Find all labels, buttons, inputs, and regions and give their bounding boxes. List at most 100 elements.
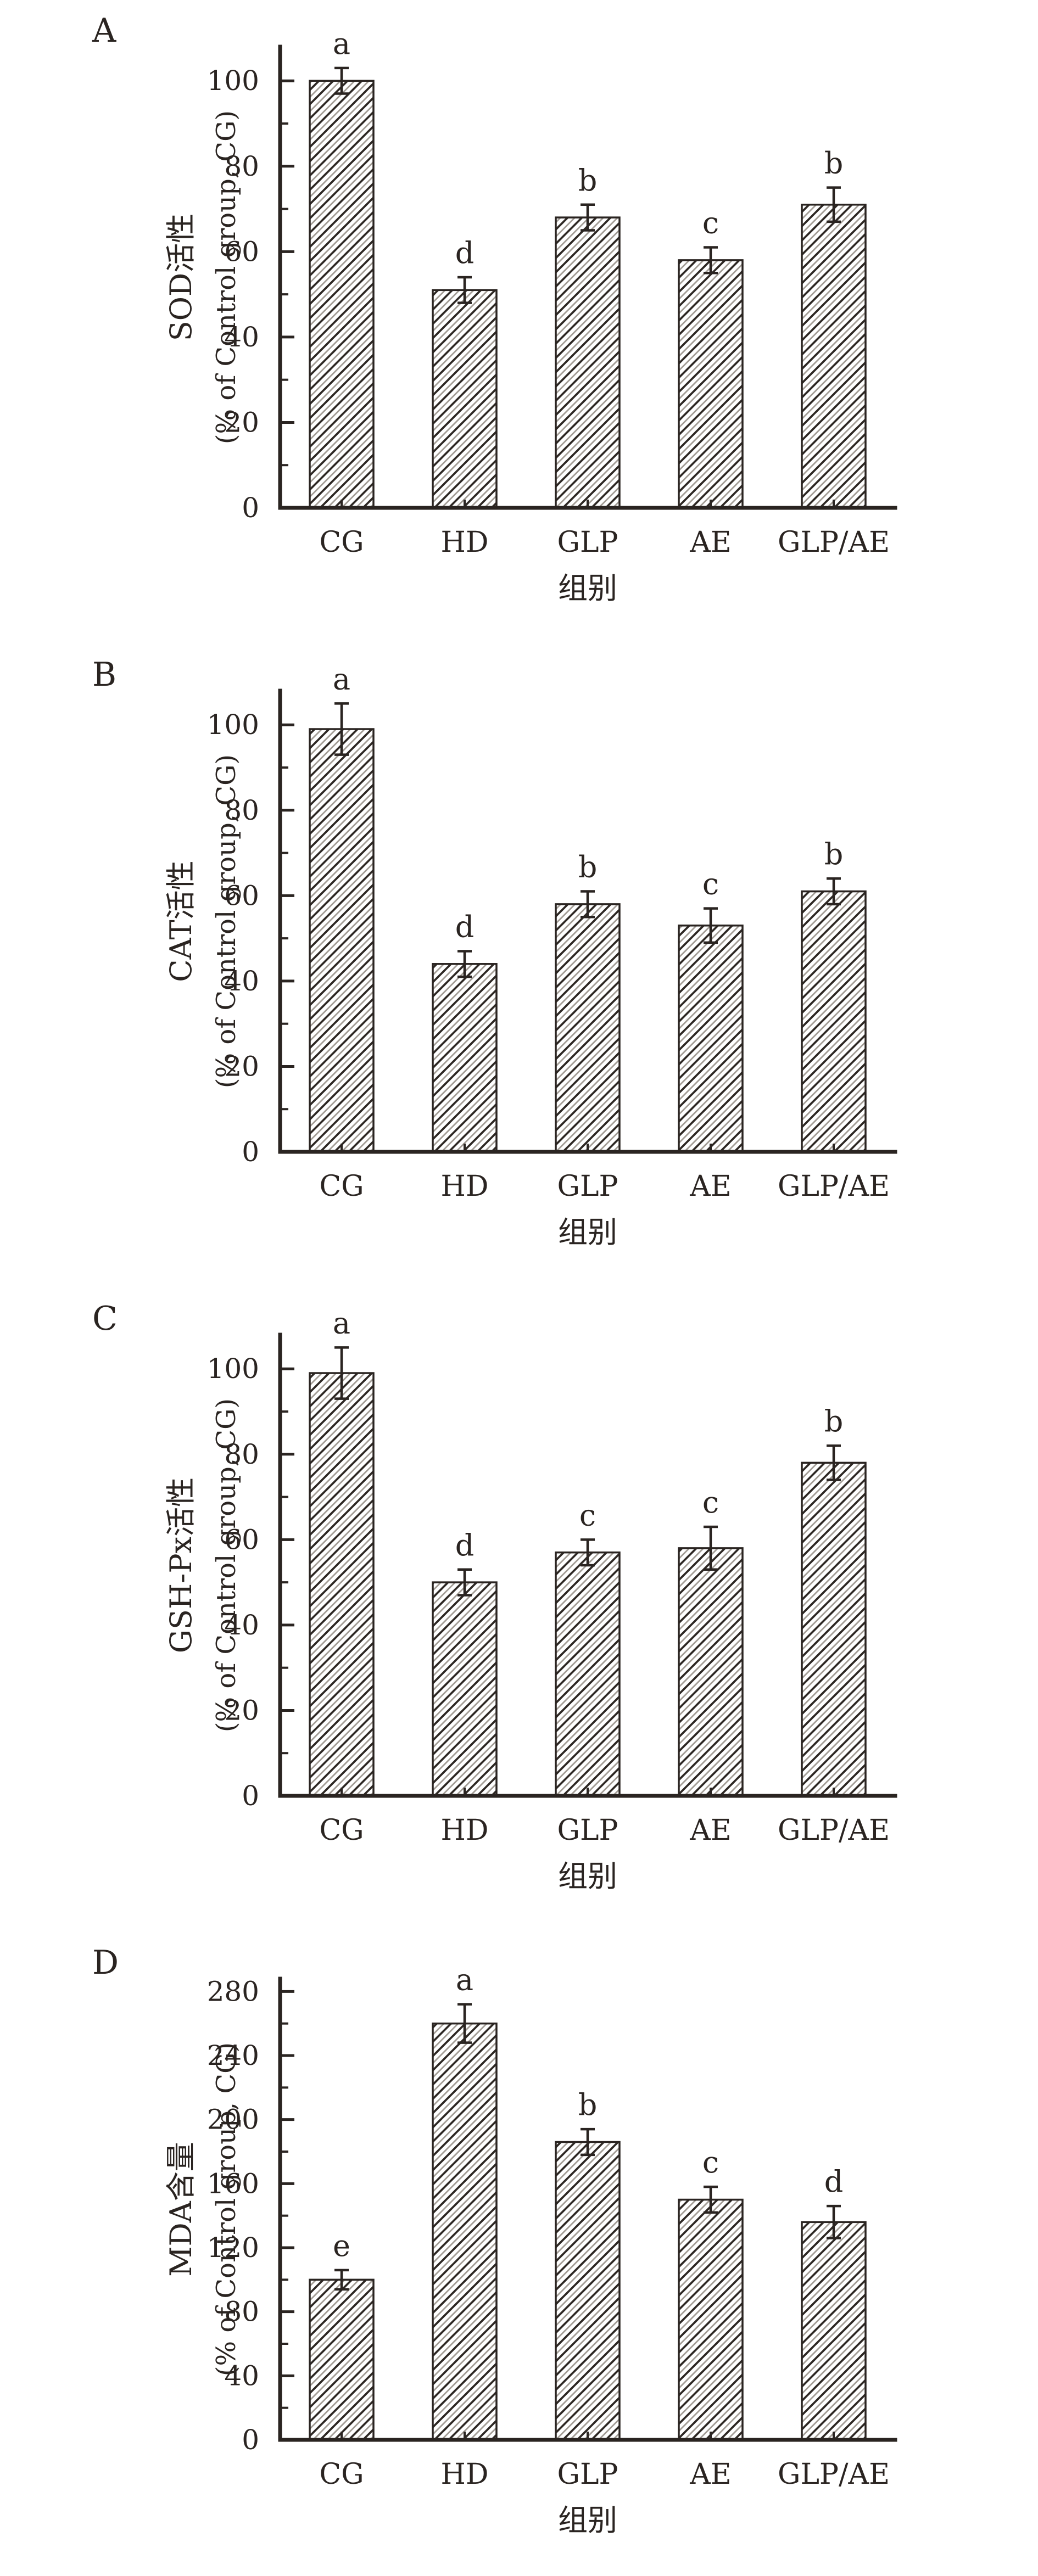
sig-letter-HD: d bbox=[455, 1528, 475, 1563]
bar-HD bbox=[432, 963, 498, 1153]
panel-a-chart: SOD活性 (% of Control group, CG) 0 20 40 60 80 10… bbox=[164, 26, 897, 606]
y-tick-label: 0 bbox=[242, 1136, 259, 1168]
error-bar-HD bbox=[457, 276, 472, 304]
y-tick-label: 80 bbox=[224, 2296, 259, 2328]
sig-letter-GLP/AE: b bbox=[824, 1404, 844, 1438]
error-bar-GLP/AE bbox=[827, 1444, 841, 1481]
y-axis-title-main: CAT活性 bbox=[164, 860, 198, 982]
sig-letter-AE: c bbox=[702, 867, 719, 901]
bar-GLP bbox=[555, 1551, 621, 1797]
panel-d: D MDA含量 (% of Control group, CG) 0 40 80 120 1… bbox=[0, 1932, 1038, 2576]
x-category-label-HD: HD bbox=[440, 1170, 488, 1203]
sig-letter-AE: c bbox=[702, 2145, 719, 2180]
x-axis-title: 组别 bbox=[558, 1215, 617, 1250]
sig-letter-HD: d bbox=[455, 909, 475, 944]
panel-c: C GSH-Px活性 (% of Control group, CG) 0 20 40 6… bbox=[0, 1288, 1038, 1932]
x-axis-title: 组别 bbox=[558, 571, 617, 606]
sig-letter-GLP: c bbox=[579, 1498, 596, 1532]
x-category-label-AE: AE bbox=[689, 526, 732, 559]
x-category-label-GLP: GLP bbox=[557, 1814, 618, 1847]
x-category-label-GLP: GLP bbox=[557, 526, 618, 559]
error-bar-CG bbox=[334, 1346, 349, 1400]
y-tick-label: 20 bbox=[224, 1694, 259, 1726]
x-category-label-GLP/AE: GLP/AE bbox=[778, 1170, 890, 1203]
y-tick-label: 120 bbox=[207, 2232, 259, 2264]
y-axis-title-sub: (% of Control group, CG) bbox=[211, 2042, 242, 2376]
bar-GLP/AE bbox=[801, 204, 867, 509]
error-bar-CG bbox=[334, 66, 349, 95]
axes bbox=[278, 1332, 897, 1798]
sig-letter-GLP/AE: b bbox=[824, 837, 844, 871]
y-tick-label: 20 bbox=[224, 406, 259, 438]
x-category-label-GLP: GLP bbox=[557, 2458, 618, 2491]
x-category-label-GLP: GLP bbox=[557, 1170, 618, 1203]
bar-HD bbox=[432, 2022, 498, 2441]
error-bar-AE bbox=[704, 2185, 718, 2214]
bars: a CG d HD b GLP c AE b GLP/AE bbox=[309, 26, 890, 559]
panel-b-chart: CAT活性 (% of Control group, CG) 0 20 40 60 80 10… bbox=[164, 662, 897, 1250]
y-tick-label: 0 bbox=[242, 1780, 259, 1812]
y-axis-title-sub: (% of Control group, CG) bbox=[211, 754, 242, 1088]
error-bar-HD bbox=[457, 2003, 472, 2044]
y-axis-title-main: GSH-Px活性 bbox=[164, 1477, 198, 1653]
y-tick-label: 80 bbox=[224, 1438, 259, 1470]
y-tick-label: 240 bbox=[207, 2040, 259, 2071]
y-tick-label: 80 bbox=[224, 794, 259, 826]
sig-letter-GLP/AE: d bbox=[824, 2164, 844, 2199]
axes bbox=[278, 1976, 897, 2442]
sig-letter-CG: a bbox=[333, 1306, 350, 1340]
bar-AE bbox=[678, 2198, 744, 2441]
error-bar-GLP bbox=[581, 203, 595, 232]
y-tick-label: 100 bbox=[207, 65, 259, 97]
y-axis-title: MDA含量 (% of Control group, CG) bbox=[164, 2042, 242, 2376]
bar-AE bbox=[678, 1547, 744, 1797]
error-bar-CG bbox=[334, 2269, 349, 2291]
panel-b-label: B bbox=[92, 656, 117, 694]
y-axis-title-main: SOD活性 bbox=[164, 214, 198, 341]
error-bar-CG bbox=[334, 702, 349, 756]
x-category-label-HD: HD bbox=[440, 526, 488, 559]
x-category-label-CG: CG bbox=[319, 1814, 364, 1847]
error-bar-AE bbox=[704, 907, 718, 944]
bar-CG bbox=[309, 2278, 375, 2441]
error-bar-AE bbox=[704, 246, 718, 275]
y-axis-ticks: 0 20 40 60 80 100 bbox=[207, 65, 294, 524]
panel-c-chart: GSH-Px活性 (% of Control group, CG) 0 20 40 60 8… bbox=[164, 1306, 897, 1894]
error-bar-GLP/AE bbox=[827, 186, 841, 223]
bar-CG bbox=[309, 1372, 375, 1797]
sig-letter-HD: d bbox=[455, 236, 475, 270]
y-axis-title: CAT活性 (% of Control group, CG) bbox=[164, 754, 242, 1088]
x-category-label-HD: HD bbox=[440, 2458, 488, 2491]
y-tick-label: 100 bbox=[207, 1353, 259, 1385]
y-tick-label: 40 bbox=[224, 965, 259, 997]
y-axis-title-main: MDA含量 bbox=[164, 2142, 198, 2277]
bars: a CG d HD c GLP c AE b GLP/AE bbox=[309, 1306, 890, 1847]
x-category-label-GLP/AE: GLP/AE bbox=[778, 526, 890, 559]
error-bar-GLP bbox=[581, 2127, 595, 2157]
panel-c-label: C bbox=[92, 1300, 118, 1338]
y-tick-label: 100 bbox=[207, 709, 259, 741]
sig-letter-AE: c bbox=[702, 206, 719, 240]
bar-CG bbox=[309, 80, 375, 509]
bar-GLP bbox=[555, 903, 621, 1153]
y-tick-label: 160 bbox=[207, 2168, 259, 2199]
bar-AE bbox=[678, 925, 744, 1153]
y-tick-label: 0 bbox=[242, 492, 259, 524]
x-category-label-GLP/AE: GLP/AE bbox=[778, 2458, 890, 2491]
sig-letter-AE: c bbox=[702, 1485, 719, 1520]
x-category-label-CG: CG bbox=[319, 1170, 364, 1203]
error-bar-HD bbox=[457, 950, 472, 978]
y-tick-label: 200 bbox=[207, 2104, 259, 2136]
y-tick-label: 40 bbox=[224, 2360, 259, 2392]
sig-letter-CG: a bbox=[333, 26, 350, 61]
error-bar-GLP/AE bbox=[827, 877, 841, 906]
bar-GLP bbox=[555, 2141, 621, 2441]
panel-d-label: D bbox=[92, 1944, 119, 1982]
bar-AE bbox=[678, 259, 744, 509]
x-axis-title: 组别 bbox=[558, 2503, 617, 2538]
x-category-label-CG: CG bbox=[319, 2458, 364, 2491]
panel-b: B CAT活性 (% of Control group, CG) 0 20 40 60 80… bbox=[0, 644, 1038, 1288]
error-bar-HD bbox=[457, 1568, 472, 1597]
panel-a: A SOD活性 (% of Control group, CG) 0 20 40 60 80… bbox=[0, 0, 1038, 644]
